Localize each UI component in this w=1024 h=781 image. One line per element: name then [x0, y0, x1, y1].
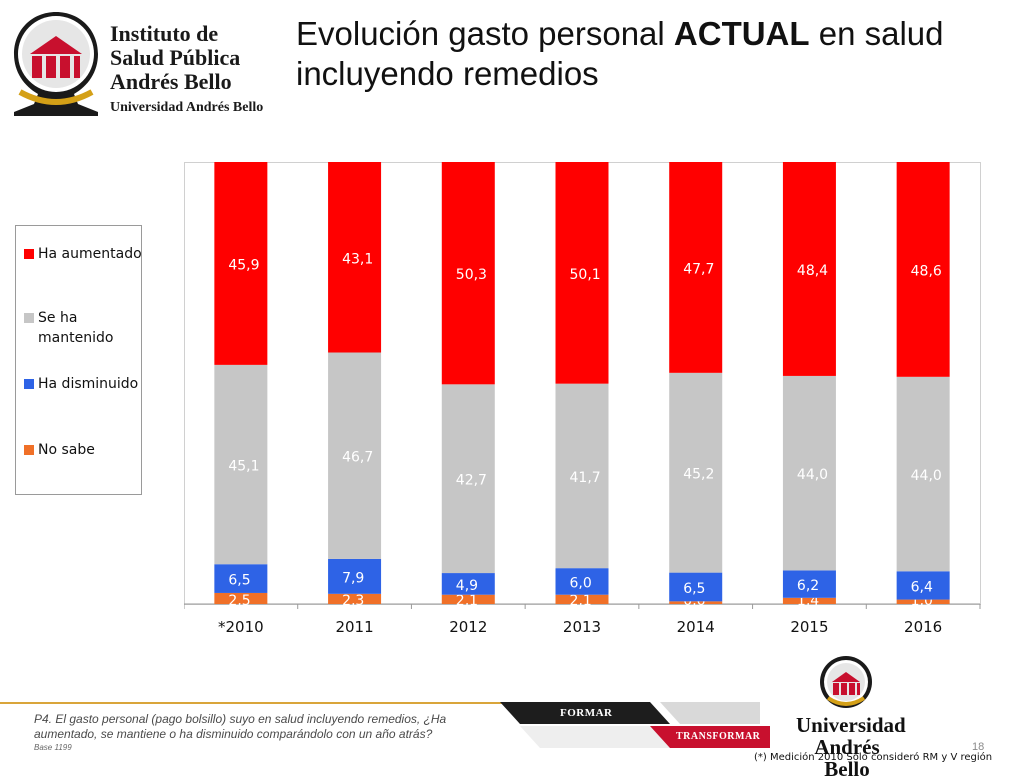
logo-line-1: Instituto de — [110, 21, 219, 46]
university-line-1: Universidad — [796, 713, 906, 737]
data-label: 44,0 — [911, 468, 942, 484]
title-bold: ACTUAL — [673, 15, 810, 52]
bar-segment — [214, 364, 268, 565]
legend-swatch — [24, 445, 34, 455]
legend-label: Ha disminuido — [38, 376, 139, 392]
logo-text: Instituto de Salud Pública Andrés Bello … — [110, 22, 263, 118]
data-label: 45,1 — [228, 459, 259, 475]
data-label: 6,5 — [683, 581, 705, 597]
data-label: 50,1 — [570, 267, 601, 283]
measurement-note: (*) Medición 2010 Sólo consideró RM y V … — [754, 752, 993, 763]
footer-band — [0, 702, 770, 748]
bar-segment — [555, 568, 609, 595]
data-label: 2,1 — [456, 593, 478, 609]
bar-segment — [669, 372, 723, 573]
bar-segment — [896, 599, 950, 604]
base-note: Base 1199 — [34, 743, 72, 752]
bar-segment — [328, 352, 382, 559]
bar-segment — [441, 573, 495, 595]
data-label: 2,1 — [570, 593, 592, 609]
bar-segment — [441, 384, 495, 574]
bar-segment — [555, 383, 609, 569]
page-number: 18 — [972, 741, 985, 753]
x-tick-label: 2014 — [677, 618, 715, 636]
bar-segment — [555, 594, 609, 604]
x-tick-label: 2016 — [904, 618, 942, 636]
data-label: 45,9 — [228, 257, 259, 273]
bar-segment — [669, 572, 723, 602]
data-label: 46,7 — [342, 450, 373, 466]
logo-line-4: Universidad Andrés Bello — [110, 100, 264, 115]
question-footnote: P4. El gasto personal (pago bolsillo) su… — [34, 712, 447, 741]
bar-segment — [555, 162, 609, 384]
data-label: 48,6 — [911, 263, 942, 279]
legend-swatch — [24, 313, 34, 323]
data-label: 50,3 — [456, 267, 487, 283]
data-label: 6,5 — [228, 573, 250, 589]
university-emblem-icon — [820, 656, 872, 708]
bar-segment — [782, 597, 836, 604]
title-part-2: en salud incluyendo remedios — [296, 15, 944, 92]
bar-segment — [782, 162, 836, 376]
data-label: 6,0 — [570, 575, 592, 591]
bar-segment — [214, 162, 268, 365]
bar-segment — [896, 376, 950, 572]
legend-label: Se ha mantenido — [38, 310, 114, 346]
bar-segment — [669, 601, 723, 604]
university-name: Universidad Andrés Bello — [796, 713, 906, 780]
logo-line-3: Andrés Bello — [110, 69, 232, 94]
title-part-1: Evolución gasto personal — [296, 15, 674, 52]
data-label: 41,7 — [570, 470, 601, 486]
data-label: 43,1 — [342, 251, 373, 267]
bar-segment — [441, 594, 495, 604]
bar-segment — [782, 570, 836, 598]
data-label: 48,4 — [797, 263, 828, 279]
bar-segment — [441, 162, 495, 385]
institute-logo: Instituto de Salud Pública Andrés Bello … — [6, 8, 276, 120]
legend-label: No sabe — [38, 442, 95, 458]
bar-segment — [669, 162, 723, 373]
tab-transformar: TRANSFORMAR — [676, 731, 761, 742]
tab-formar: FORMAR — [560, 707, 613, 719]
data-label: 47,7 — [683, 261, 714, 277]
bar-segment — [214, 564, 268, 593]
legend-label: Ha aumentado — [38, 246, 142, 262]
data-label: 7,9 — [342, 570, 364, 586]
bar-segment — [328, 558, 382, 594]
chart-legend: Ha aumentado Se ha mantenido Ha disminui… — [15, 225, 142, 495]
data-label: 45,2 — [683, 467, 714, 483]
x-tick-label: 2012 — [449, 618, 487, 636]
bar-segment — [214, 592, 268, 604]
x-tick-label: 2015 — [790, 618, 828, 636]
bar-segment — [782, 375, 836, 571]
data-label: 44,0 — [797, 467, 828, 483]
bar-segment — [328, 162, 382, 353]
bar-segment — [896, 162, 950, 377]
logo-line-2: Salud Pública — [110, 45, 241, 70]
data-label: 6,2 — [797, 578, 819, 594]
data-label: 6,4 — [911, 579, 933, 595]
x-tick-label: 2011 — [335, 618, 373, 636]
data-label: 2,3 — [342, 593, 364, 609]
data-label: 4,9 — [456, 578, 478, 594]
data-label: 42,7 — [456, 473, 487, 489]
data-label: 2,5 — [228, 593, 250, 609]
x-tick-label: *2010 — [218, 618, 264, 636]
bar-segment — [896, 571, 950, 600]
bar-segment — [328, 593, 382, 604]
stacked-bar-chart: 2,5 6,5 45,1 45,9 *2010 2,3 7,9 46,7 43,1 2011 2,1… — [184, 162, 981, 636]
institute-emblem-icon — [14, 12, 98, 116]
x-tick-label: 2013 — [563, 618, 601, 636]
legend-swatch — [24, 379, 34, 389]
slide-title: Evolución gasto personal ACTUAL en salud… — [296, 14, 996, 94]
legend-swatch — [24, 249, 34, 259]
